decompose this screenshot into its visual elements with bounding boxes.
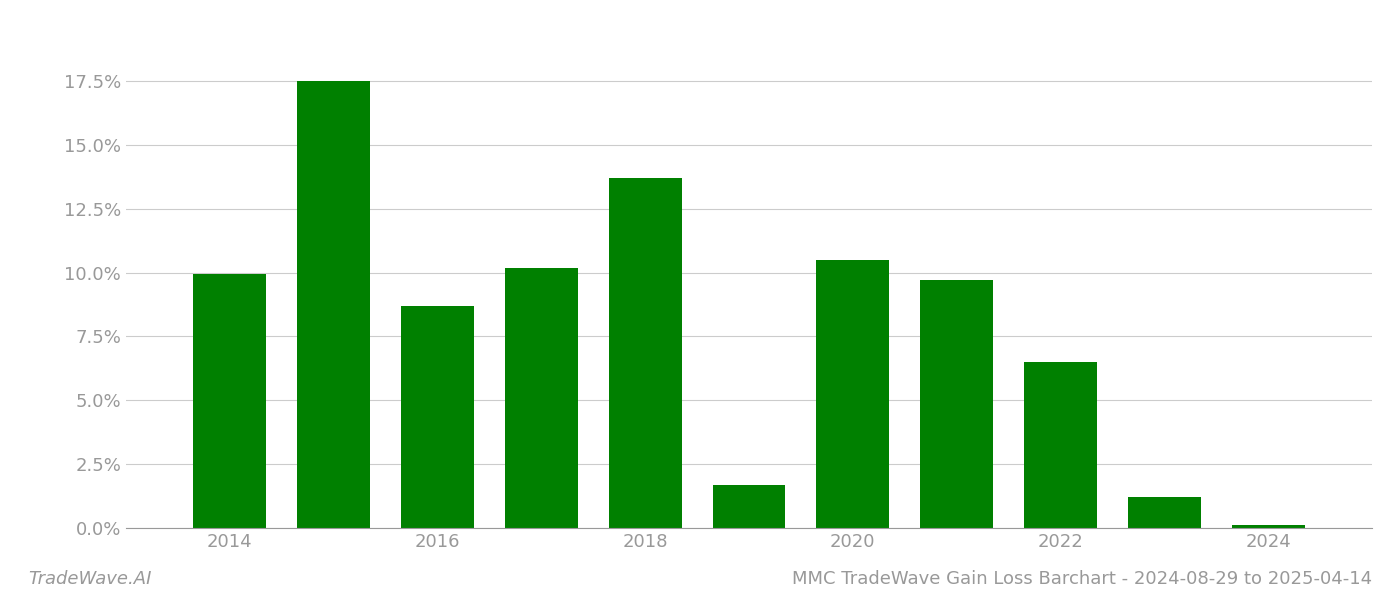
Bar [402, 306, 473, 528]
Bar [505, 268, 578, 528]
Bar [1232, 526, 1305, 528]
Bar [193, 274, 266, 528]
Bar [297, 81, 370, 528]
Bar [1025, 362, 1096, 528]
Bar [816, 260, 889, 528]
Bar [609, 178, 682, 528]
Bar [713, 485, 785, 528]
Bar [1128, 497, 1201, 528]
Bar [920, 280, 993, 528]
Text: MMC TradeWave Gain Loss Barchart - 2024-08-29 to 2025-04-14: MMC TradeWave Gain Loss Barchart - 2024-… [792, 570, 1372, 588]
Text: TradeWave.AI: TradeWave.AI [28, 570, 151, 588]
